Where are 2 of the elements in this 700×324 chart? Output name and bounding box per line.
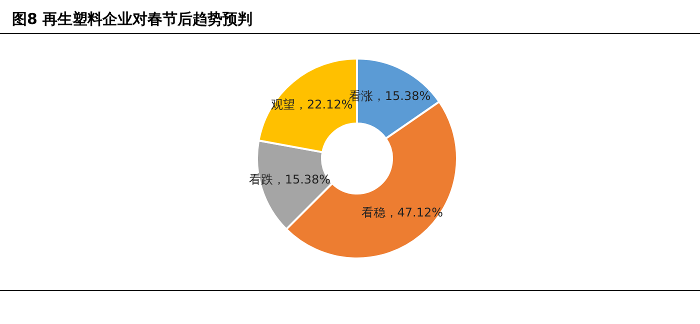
chart-title: 图8 再生塑料企业对春节后趋势预判 — [0, 0, 700, 34]
slice-label: 看跌，15.38% — [248, 172, 331, 186]
